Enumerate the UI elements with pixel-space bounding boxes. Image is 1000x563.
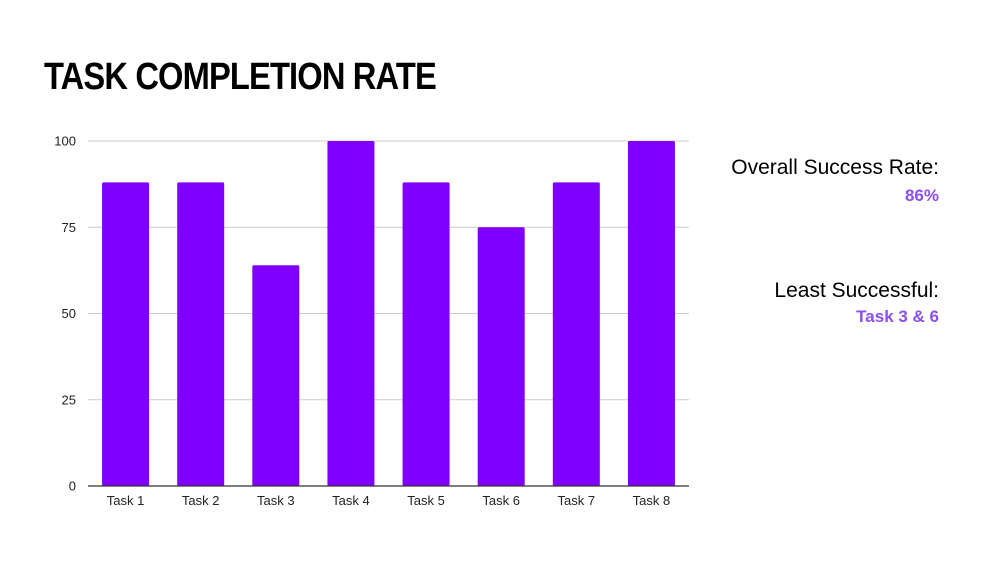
x-tick-label: Task 8 [633, 493, 671, 508]
y-tick-label: 0 [69, 479, 76, 494]
y-tick-label: 25 [62, 392, 76, 407]
y-tick-label: 100 [54, 134, 76, 149]
overall-success-value: 86% [904, 186, 939, 205]
bar [252, 265, 300, 486]
bar [102, 182, 150, 486]
x-tick-label: Task 7 [558, 493, 596, 508]
x-tick-label: Task 6 [482, 493, 520, 508]
bars [102, 141, 675, 486]
x-tick-labels: Task 1 Task 2 Task 3 Task 4 Task 5 Task 6 Task… [107, 493, 670, 508]
y-tick-label: 50 [62, 306, 76, 321]
x-tick-label: Task 2 [182, 493, 220, 508]
y-tick-labels: 0 25 50 75 100 [54, 134, 76, 494]
bar [477, 227, 525, 486]
bar [552, 182, 600, 486]
overall-success-label: Overall Success Rate: [731, 156, 939, 179]
x-tick-label: Task 1 [107, 493, 145, 508]
bar [327, 141, 375, 486]
bar [627, 141, 675, 486]
y-tick-label: 75 [62, 220, 76, 235]
bar [402, 182, 450, 486]
bar [177, 182, 225, 486]
x-tick-label: Task 4 [332, 493, 370, 508]
x-tick-label: Task 5 [407, 493, 445, 508]
x-tick-label: Task 3 [257, 493, 295, 508]
slide-title: TASK COMPLETION RATE [44, 56, 437, 98]
least-successful-value: Task 3 & 6 [856, 307, 939, 326]
least-successful-label: Least Successful: [774, 279, 939, 302]
